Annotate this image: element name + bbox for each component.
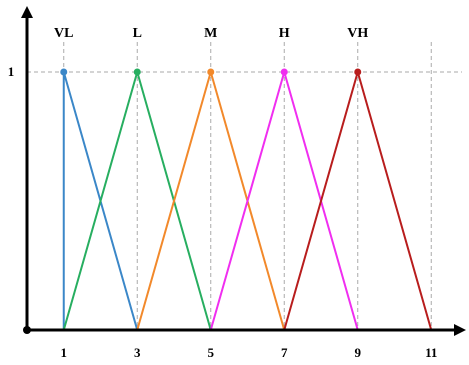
x-tick-label-3: 3 — [134, 345, 141, 360]
series-label-vl: VL — [54, 26, 73, 41]
series-label-vh: VH — [347, 26, 368, 41]
series-label-h: H — [279, 26, 290, 41]
x-tick-label-11: 11 — [425, 345, 437, 360]
x-axis-arrow — [454, 324, 466, 336]
series-line-vh — [283, 68, 433, 331]
x-tick-label-1: 1 — [61, 345, 68, 360]
peak-marker-vh — [354, 68, 362, 76]
x-tick-label-5: 5 — [208, 345, 215, 360]
peak-marker-l — [133, 68, 141, 76]
series-label-m: M — [204, 26, 217, 41]
labels: VL L M H VH1 3 5 7 9 111 — [8, 26, 438, 360]
axes — [21, 6, 466, 336]
y-tick-label-1: 1 — [8, 64, 15, 79]
peak-marker-vl — [60, 68, 68, 76]
series-label-l: L — [133, 26, 142, 41]
x-tick-label-9: 9 — [355, 345, 362, 360]
series-line-l — [62, 68, 212, 331]
series-line-m — [136, 68, 286, 331]
x-tick-label-7: 7 — [281, 345, 288, 360]
gridlines — [27, 42, 462, 330]
membership-series — [60, 68, 433, 331]
peak-marker-m — [207, 68, 215, 76]
origin-dot — [23, 326, 31, 334]
series-line-h — [209, 68, 359, 331]
peak-marker-h — [280, 68, 288, 76]
y-axis-arrow — [21, 6, 33, 18]
